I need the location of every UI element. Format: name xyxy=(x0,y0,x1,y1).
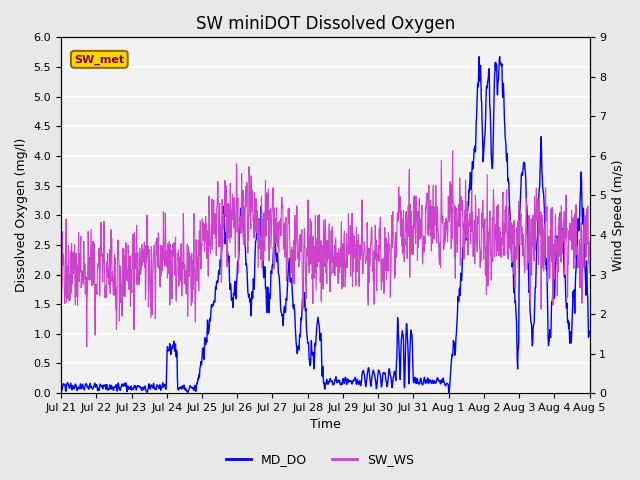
Title: SW miniDOT Dissolved Oxygen: SW miniDOT Dissolved Oxygen xyxy=(196,15,455,33)
Y-axis label: Dissolved Oxygen (mg/l): Dissolved Oxygen (mg/l) xyxy=(15,138,28,292)
Y-axis label: Wind Speed (m/s): Wind Speed (m/s) xyxy=(612,159,625,271)
Text: SW_met: SW_met xyxy=(74,54,124,64)
Legend: MD_DO, SW_WS: MD_DO, SW_WS xyxy=(221,448,419,471)
X-axis label: Time: Time xyxy=(310,419,340,432)
